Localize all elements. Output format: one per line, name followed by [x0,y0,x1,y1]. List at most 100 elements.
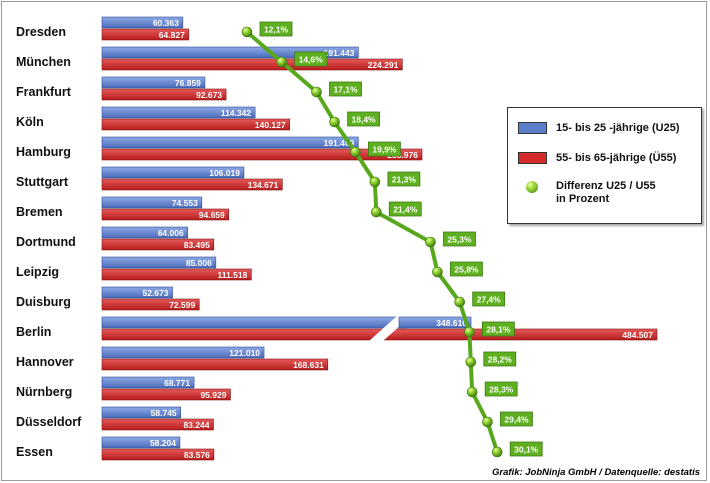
bar-u55 [101,178,283,191]
category-label: Hamburg [16,145,71,159]
bar-u25 [101,436,181,449]
bar-u25-continued [398,316,472,329]
data-label-u55: 484.507 [622,330,653,340]
diff-label: 17,1% [333,85,358,95]
diff-point [465,356,477,368]
diff-label: 18,4% [352,115,377,125]
diff-label: 27,4% [477,295,502,305]
legend-item-u55: 55- bis 65-jährige (Ü55) [508,150,701,180]
diff-point [241,26,253,38]
bar-u25 [101,256,217,269]
bar-u55 [101,88,227,101]
diff-label: 19,9% [372,145,397,155]
legend-swatch-u25 [518,122,547,134]
diff-point [466,386,478,398]
data-label-u25: 64.006 [158,228,184,238]
bar-u25 [101,406,181,419]
diff-label-box [481,321,515,337]
diff-point [369,176,381,188]
diff-label-box [347,111,380,127]
data-label-u25: 74.553 [172,198,198,208]
data-label-u55: 134.671 [248,180,279,190]
bar-u25 [101,196,203,209]
data-label-u55: 95.929 [200,390,226,400]
legend-label-u55: 55- bis 65-jährige (Ü55) [556,152,677,164]
diff-label: 21,3% [392,175,417,185]
bar-u55 [101,268,252,281]
bar-u25 [101,166,245,179]
category-label: Dresden [16,25,66,39]
diff-point [482,416,493,428]
diff-label-box [500,411,533,427]
diff-label: 14,6% [299,55,324,65]
data-label-u25: 191.443 [324,48,355,58]
diff-point [491,446,503,458]
legend-marker-diff [526,181,538,193]
bar-u55 [101,298,200,311]
diff-point [329,116,340,128]
diff-point [464,326,475,338]
data-label-u55: 92.673 [196,90,222,100]
data-label-u25: 58.204 [150,438,176,448]
diff-point [350,146,361,158]
bar-u25 [101,376,195,389]
diff-label-box [388,201,422,217]
bar-u55 [101,208,230,221]
diff-label: 28,1% [486,325,511,335]
source-footer: Grafik: JobNinja GmbH / Datenquelle: des… [492,467,700,478]
bar-u25 [101,76,206,89]
bar-u55 [101,148,423,161]
bar-u25 [101,16,184,29]
data-label-u55: 83.244 [183,420,209,430]
diff-label-box [472,291,506,307]
bar-u55 [101,28,190,41]
category-label: Dortmund [16,235,76,249]
data-label-u55: 168.631 [293,360,324,370]
diff-point [454,296,465,308]
bar-u55 [101,388,231,401]
bar-u25 [101,316,408,329]
bar-u55 [101,58,403,71]
bar-u55 [101,418,214,431]
diff-label-box [450,261,483,277]
diff-label: 28,3% [489,385,514,395]
data-label-u55: 83.495 [184,240,210,250]
legend-item-diff: Differenz U25 / U55 in Prozent [508,178,701,218]
diff-label-box [484,381,518,397]
data-label-u55: 224.291 [368,60,399,70]
bar-u55 [101,118,290,131]
diff-label-box [329,81,362,97]
category-label: Duisburg [16,295,71,309]
category-label: München [16,55,71,69]
legend-label-u25: 15- bis 25 -jährige (U25) [556,122,680,134]
diff-point [425,236,436,248]
diff-label-box [368,141,401,157]
diff-label-box [483,351,517,367]
data-label-u55: 83.576 [184,450,210,460]
data-label-u55: 238.976 [387,150,418,160]
category-label: Stuttgart [16,175,69,189]
legend-swatch-u55 [518,152,547,164]
data-label-u25: 68.771 [164,378,190,388]
category-label: Nürnberg [16,385,72,399]
diff-point [432,266,443,278]
bar-u55 [101,358,329,371]
data-label-u55: 64.827 [159,30,185,40]
diff-label-box [443,231,476,247]
bar-u25 [101,136,359,149]
category-label: Essen [16,445,53,459]
diff-point [276,56,288,68]
bar-u25 [101,106,256,119]
bar-u25 [101,286,173,299]
diff-label-box [509,441,543,457]
data-label-u55: 111.518 [218,270,248,280]
category-label: Bremen [16,205,63,219]
diff-point [370,206,382,218]
diff-label: 12,1% [264,25,289,35]
data-label-u55: 94.659 [199,210,225,220]
diff-label-box [387,171,421,187]
bar-u25 [101,46,359,59]
legend: 15- bis 25 -jährige (U25) 55- bis 65-jäh… [507,107,702,224]
